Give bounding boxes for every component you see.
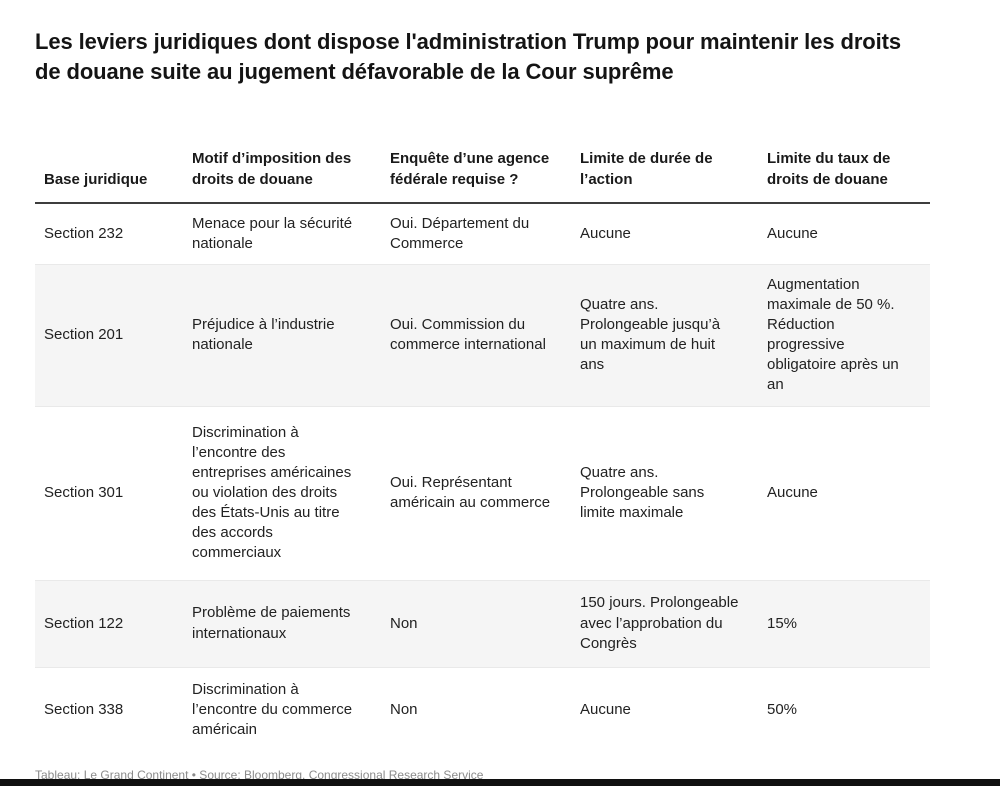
cell-enquete: Oui. Département du Commerce	[381, 202, 571, 265]
cell-motif: Problème de paiements internationaux	[183, 580, 381, 668]
column-header-enquete-agence: Enquête d’une agence fédérale requise ?	[381, 120, 571, 204]
cell-base-juridique: Section 232	[35, 202, 183, 265]
cell-limite-taux: 15%	[758, 580, 930, 668]
cell-base-juridique: Section 301	[35, 406, 183, 581]
cell-motif: Discrimination à l’encontre du commerce …	[192, 680, 353, 738]
bottom-bar	[0, 779, 1000, 786]
cell-enquete: Oui. Commission du commerce internationa…	[381, 264, 571, 407]
cell-base-juridique: Section 338	[44, 700, 124, 718]
cell-motif: Préjudice à l’industrie nationale	[183, 264, 381, 407]
cell-limite-duree: Aucune	[571, 202, 758, 265]
table-row-section-338: Section 338 Discrimination à l’encontre …	[35, 667, 930, 752]
table-row-section-232: Section 232 Menace pour la sécurité nati…	[35, 202, 930, 265]
page-title: Les leviers juridiques dont dispose l'ad…	[35, 29, 901, 84]
table-row-section-122: Section 122 Problème de paiements intern…	[35, 580, 930, 668]
cell-base-juridique: Section 201	[35, 264, 183, 407]
cell-limite-taux: Aucune	[758, 406, 930, 581]
cell-limite-duree: 150 jours. Prolongeable avec l’approbati…	[571, 580, 758, 668]
cell-limite-duree: Aucune	[580, 700, 631, 718]
column-header-limite-duree: Limite de durée de l’action	[571, 120, 758, 204]
cell-motif: Menace pour la sécurité nationale	[183, 202, 381, 265]
table-header: Base juridique Motif d’imposition des dr…	[35, 120, 930, 204]
cell-limite-duree: Quatre ans. Prolongeable jusqu’à un maxi…	[571, 264, 758, 407]
cell-enquete: Non	[381, 580, 571, 668]
cell-enquete: Oui. Représentant américain au commerce	[381, 406, 571, 581]
table-row-section-201: Section 201 Préjudice à l’industrie nati…	[35, 264, 930, 407]
cell-limite-taux: Aucune	[758, 202, 930, 265]
tariff-table: Base juridique Motif d’imposition des dr…	[35, 120, 930, 752]
source-credit: Tableau: Le Grand Continent • Source: Bl…	[35, 768, 484, 783]
cell-limite-taux: Augmentation maximale de 50 %. Réduction…	[758, 264, 930, 407]
table-body: Section 232 Menace pour la sécurité nati…	[35, 202, 930, 752]
cell-limite-duree: Quatre ans. Prolongeable sans limite max…	[571, 406, 758, 581]
column-header-limite-taux: Limite du taux de droits de douane	[758, 120, 930, 204]
cell-limite-taux: 50%	[767, 700, 798, 718]
table-row-section-301: Section 301 Discrimination à l’encontre …	[35, 406, 930, 581]
cell-motif: Discrimination à l’encontre des entrepri…	[183, 406, 381, 581]
cell-base-juridique: Section 122	[35, 580, 183, 668]
column-header-motif-imposition: Motif d’imposition des droits de douane	[183, 120, 381, 204]
column-header-base-juridique: Base juridique	[35, 120, 183, 204]
header-row: Base juridique Motif d’imposition des dr…	[35, 120, 930, 204]
cell-enquete: Non	[390, 700, 418, 718]
